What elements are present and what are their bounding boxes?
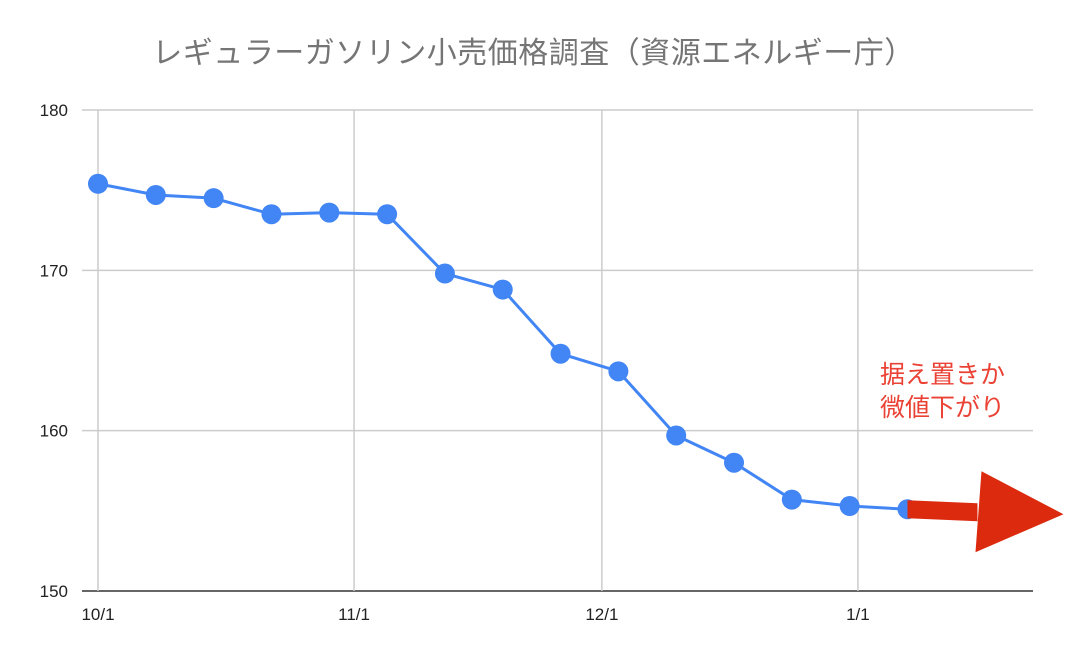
data-point	[434, 263, 455, 284]
x-tick-label: 12/1	[585, 605, 618, 624]
data-point	[666, 425, 687, 446]
data-point	[203, 188, 224, 209]
x-tick-label: 10/1	[81, 605, 114, 624]
data-point	[492, 279, 513, 300]
x-tick-label: 1/1	[846, 605, 870, 624]
y-tick-label: 160	[40, 422, 68, 441]
trend-arrow	[907, 471, 1064, 553]
data-point	[319, 202, 340, 223]
y-tick-label: 170	[40, 261, 68, 280]
data-point	[377, 204, 398, 225]
arrow-head	[975, 471, 1064, 553]
arrow-shaft	[907, 500, 978, 522]
series	[88, 173, 918, 520]
x-tick-label: 11/1	[338, 605, 370, 624]
grid	[82, 109, 1033, 592]
annotation-line-1: 据え置きか	[880, 360, 1006, 389]
y-tick-label: 180	[40, 101, 68, 120]
annotation-line-2: 微値下がり	[880, 393, 1006, 422]
data-point	[88, 173, 108, 194]
annotation: 据え置きか 微値下がり	[880, 358, 1005, 424]
chart-title: レギュラーガソリン小売価格調査（資源エネルギー庁）	[152, 36, 915, 71]
axes: 150 160 170 180 10/1 11/1 12/1 1/1	[40, 101, 870, 624]
data-point	[724, 452, 745, 473]
y-tick-label: 150	[40, 582, 68, 601]
data-point	[261, 204, 282, 225]
data-point	[608, 361, 629, 382]
data-point	[550, 343, 571, 364]
data-point	[145, 184, 166, 205]
data-point	[781, 489, 802, 510]
series-line	[97, 182, 908, 511]
data-point	[839, 496, 860, 517]
